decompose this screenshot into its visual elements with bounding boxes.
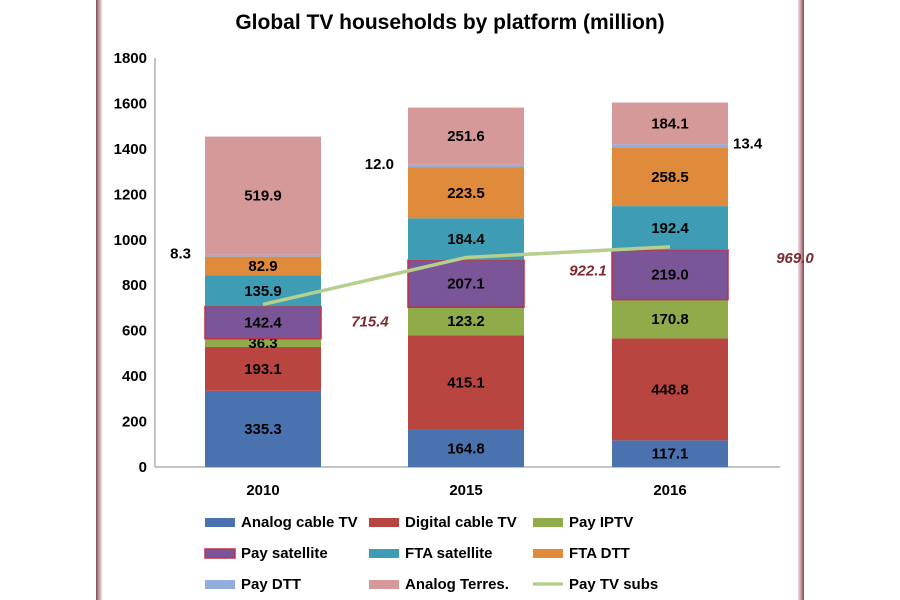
bar-segment (205, 254, 321, 257)
data-label: 219.0 (651, 267, 689, 284)
data-label: 207.1 (447, 276, 485, 293)
bar-segment (205, 275, 321, 307)
data-label: 251.6 (447, 128, 485, 145)
legend-label: Pay DTT (241, 576, 301, 593)
legend-swatch (369, 518, 399, 527)
legend-label: Pay IPTV (569, 514, 633, 531)
y-tick-label: 0 (139, 459, 147, 476)
right-frame-border (798, 0, 804, 600)
legend: Analog cable TV Digital cable TV Pay IPTV P… (204, 514, 658, 593)
y-tick-labels: 0 200 400 600 800 1000 1200 1400 1600 1800 (114, 50, 147, 476)
bar-segment (205, 256, 321, 276)
bar-segment (204, 305, 322, 340)
left-frame-border (96, 0, 102, 600)
bar-segment (408, 107, 524, 165)
y-tick-label: 1000 (114, 232, 147, 249)
bar-segment (205, 338, 321, 347)
bar-segment (611, 249, 729, 301)
data-label: 13.4 (733, 135, 763, 152)
chart-title: Global TV households by platform (millio… (235, 11, 664, 34)
bar-segment (205, 346, 321, 391)
legend-swatch (533, 549, 563, 558)
legend-label: Digital cable TV (405, 514, 517, 531)
data-label: 448.8 (651, 381, 689, 398)
data-label: 184.1 (651, 115, 689, 132)
pay-tv-subs-line (262, 245, 671, 307)
y-tick-label: 1200 (114, 186, 147, 203)
bar-segment (612, 102, 728, 145)
pay-tv-label: 969.0 (776, 250, 814, 267)
x-tick-label: 2010 (246, 482, 279, 499)
bar-segment (612, 206, 728, 250)
bar-segments: 335.3193.136.3142.4135.982.98.3519.9164.… (170, 102, 763, 467)
bar-segment (612, 299, 728, 339)
bar-segment (612, 338, 728, 441)
bar-segment (408, 335, 524, 430)
bar-segment (205, 136, 321, 255)
data-label: 117.1 (652, 446, 689, 463)
x-tick-label: 2015 (449, 482, 482, 499)
legend-label: FTA satellite (405, 545, 493, 562)
data-label: 335.3 (244, 421, 282, 438)
y-tick-label: 600 (122, 323, 147, 340)
pay-tv-label: 715.4 (351, 313, 389, 330)
y-tick-label: 800 (122, 277, 147, 294)
legend-swatch (204, 548, 236, 559)
y-tick-label: 200 (122, 414, 147, 431)
y-tick-label: 400 (122, 368, 147, 385)
bar-segment (408, 429, 524, 467)
data-label: 258.5 (651, 169, 689, 186)
bar-segment (205, 390, 321, 467)
x-tick-label: 2016 (653, 482, 686, 499)
x-tick-labels: 2010 2015 2016 (246, 482, 686, 499)
legend-label: FTA DTT (569, 545, 630, 562)
legend-swatch (205, 518, 235, 527)
legend-label: Analog cable TV (241, 514, 358, 531)
bar-segment (612, 147, 728, 207)
data-label: 135.9 (244, 283, 282, 300)
legend-label: Analog Terres. (405, 576, 509, 593)
bar-segment (408, 164, 524, 168)
y-tick-label: 1600 (114, 95, 147, 112)
legend-label: Pay satellite (241, 545, 328, 562)
bar-segment (408, 218, 524, 261)
data-label: 193.1 (244, 361, 282, 378)
legend-swatch (369, 580, 399, 589)
pay-tv-line: 715.4 922.1 969.0 (262, 245, 814, 330)
legend-label: Pay TV subs (569, 576, 658, 593)
data-label: 8.3 (170, 246, 191, 263)
bar-segment (408, 307, 524, 336)
bar-segment (612, 440, 728, 467)
y-tick-label: 1800 (114, 50, 147, 67)
y-tick-label: 1400 (114, 141, 147, 158)
legend-swatch (205, 580, 235, 589)
data-label: 184.4 (447, 231, 485, 248)
data-label: 164.8 (447, 440, 485, 457)
legend-swatch (533, 518, 563, 527)
bar-segment (408, 167, 524, 219)
data-label: 415.1 (447, 374, 485, 391)
data-label: 12.0 (365, 156, 394, 173)
data-label: 519.9 (244, 188, 282, 205)
pay-tv-label: 922.1 (569, 262, 607, 279)
data-label: 223.5 (447, 185, 485, 202)
data-label: 192.4 (651, 220, 689, 237)
data-label: 170.8 (651, 311, 689, 328)
data-label: 82.9 (248, 258, 277, 275)
bar-segment (612, 144, 728, 148)
data-label: 142.4 (244, 315, 282, 332)
data-label: 123.2 (447, 313, 485, 330)
legend-swatch (369, 549, 399, 558)
